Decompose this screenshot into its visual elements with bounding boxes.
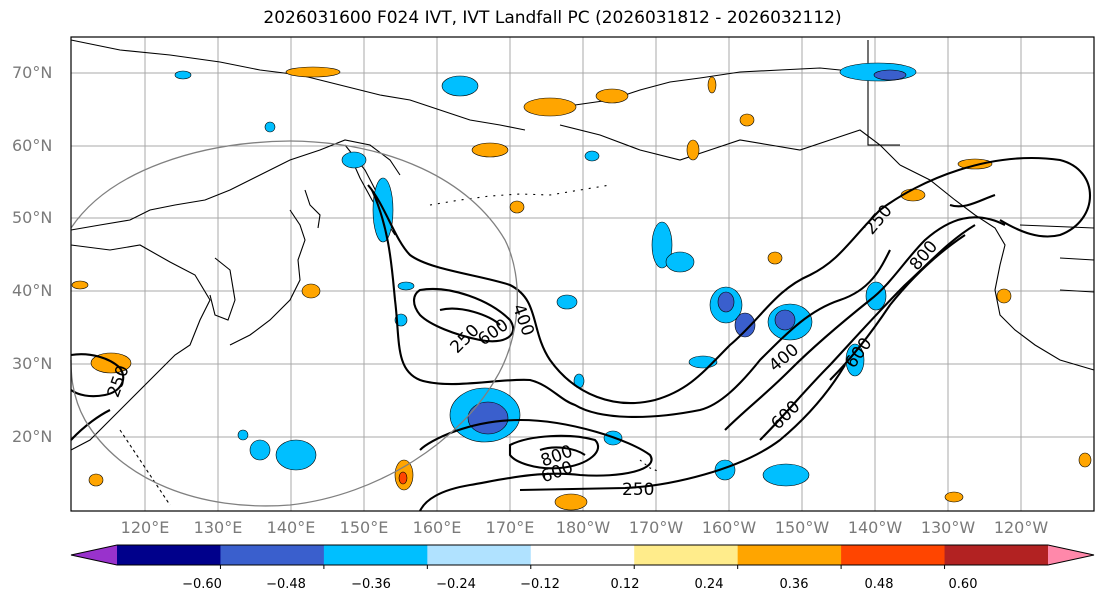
colorbar-extend-high (1048, 545, 1094, 565)
colorbar-segment (530, 545, 635, 565)
colorbar-tick-label: −0.36 (351, 577, 391, 592)
colorbar-tick-label: −0.12 (520, 577, 560, 592)
lat-label: 30°N (12, 354, 53, 373)
colorbar-outline (70, 544, 1095, 566)
colorbar-tick-label: 0.48 (864, 577, 894, 592)
lon-label: 160°W (701, 518, 757, 537)
colorbar-segment (944, 545, 1049, 565)
colorbar-segment (323, 545, 428, 565)
map-title: 2026031600 F024 IVT, IVT Landfall PC (20… (263, 8, 842, 28)
coastlines (70, 39, 1095, 506)
colorbar-segment (117, 545, 221, 565)
lon-label: 150°E (339, 518, 389, 537)
colorbar-segment (841, 545, 946, 565)
colorbar-tick-label: 0.60 (948, 577, 978, 592)
lon-label: 120°E (120, 518, 170, 537)
lon-label: 170°W (628, 518, 684, 537)
lon-label: 140°W (847, 518, 903, 537)
lon-label: 150°W (774, 518, 830, 537)
lon-label: 170°E (485, 518, 535, 537)
lat-label: 70°N (12, 63, 53, 82)
colorbar-tick-label: 0.24 (694, 577, 724, 592)
ivt-contours (70, 156, 1092, 512)
lon-label: 140°E (266, 518, 316, 537)
colorbar-tick-label: 0.36 (779, 577, 809, 592)
landfall-region-outline (70, 140, 518, 507)
colorbar-tick-label: 0.12 (610, 577, 640, 592)
lat-label: 50°N (12, 208, 53, 227)
colorbar-tick-label: −0.48 (266, 577, 306, 592)
colorbar-extend-low (71, 545, 117, 565)
lon-label: 120°W (993, 518, 1049, 537)
colorbar-tick-label: −0.60 (182, 577, 222, 592)
lat-label: 40°N (12, 281, 53, 300)
colorbar-segment (220, 545, 325, 565)
colorbar (70, 544, 1095, 569)
map-frame (70, 36, 1095, 512)
colorbar-tick-label: −0.24 (436, 577, 476, 592)
lon-label: 130°E (193, 518, 243, 537)
lon-label: 130°W (920, 518, 976, 537)
lat-label: 60°N (12, 136, 53, 155)
colorbar-segment (427, 545, 532, 565)
contour-label: 250 (622, 480, 654, 500)
lon-label: 180°W (555, 518, 611, 537)
shading-patches (71, 62, 1092, 511)
lat-label: 20°N (12, 427, 53, 446)
colorbar-segment (634, 545, 739, 565)
colorbar-segment (737, 545, 842, 565)
lon-label: 160°E (412, 518, 462, 537)
